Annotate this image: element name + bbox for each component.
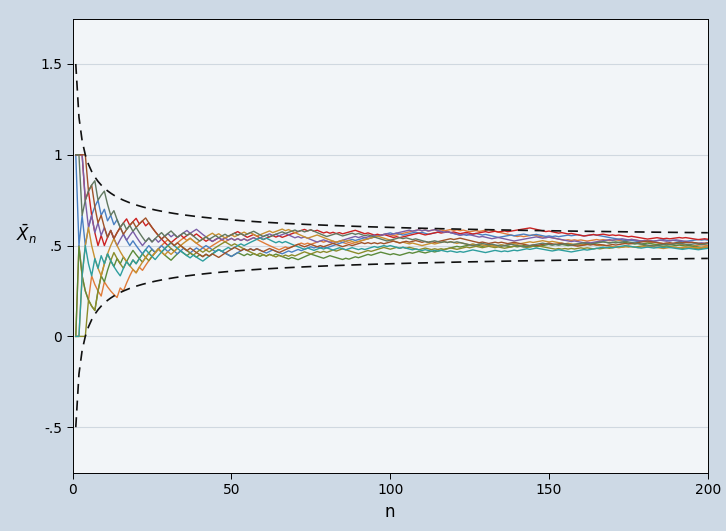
X-axis label: n: n xyxy=(385,502,396,520)
Y-axis label: $\bar{X}_n$: $\bar{X}_n$ xyxy=(16,222,37,246)
